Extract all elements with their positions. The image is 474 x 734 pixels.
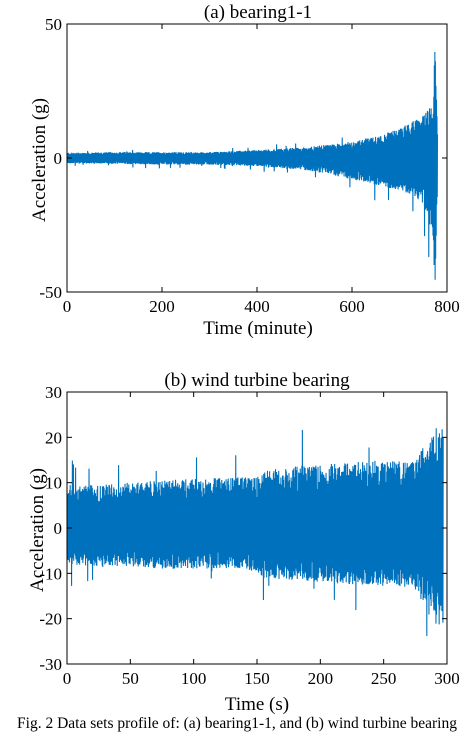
x-tick-label: 200: [149, 297, 175, 316]
y-tick-label: 0: [54, 149, 63, 168]
y-tick-label: -50: [39, 283, 62, 302]
x-tick-label: 800: [434, 297, 460, 316]
x-tick-label: 250: [371, 669, 397, 688]
y-axis-label-a: Acceleration (g): [29, 98, 50, 222]
y-tick-label: 50: [45, 15, 62, 34]
x-axis-label-a: Time (minute): [203, 318, 313, 339]
x-tick-label: 50: [122, 669, 139, 688]
chart-wind-turbine-bearing: (b) wind turbine bearing Acceleration (g…: [27, 370, 460, 715]
y-tick-label: -30: [39, 655, 62, 674]
signal-trace: [66, 428, 444, 637]
x-tick-label: 0: [63, 669, 72, 688]
x-tick-label: 300: [434, 669, 460, 688]
x-tick-label: 400: [244, 297, 270, 316]
figure-caption: Fig. 2 Data sets profile of: (a) bearing…: [17, 715, 457, 732]
y-tick-label: 30: [45, 383, 62, 402]
y-tick-label: -10: [39, 564, 62, 583]
y-axis-label-b: Acceleration (g): [27, 468, 48, 592]
x-tick-label: 100: [181, 669, 207, 688]
x-tick-label: 600: [339, 297, 365, 316]
x-tick-label: 200: [308, 669, 334, 688]
y-tick-label: 10: [45, 474, 62, 493]
x-axis-label-b: Time (s): [225, 694, 289, 715]
y-tick-label: 20: [45, 428, 62, 447]
x-tick-label: 150: [244, 669, 270, 688]
plot-area-b: 0 50 100 150 200 250 300 -30 -20 -10 0 10 20 30: [39, 383, 459, 688]
y-tick-label: 0: [54, 519, 63, 538]
signal-trace: [66, 52, 439, 280]
chart-bearing1-1: (a) bearing1-1 Acceleration (g) Time (mi…: [29, 2, 460, 339]
y-tick-label: -20: [39, 610, 62, 629]
chart-title-b: (b) wind turbine bearing: [164, 370, 350, 391]
chart-title-a: (a) bearing1-1: [204, 2, 312, 23]
x-tick-label: 0: [63, 297, 72, 316]
